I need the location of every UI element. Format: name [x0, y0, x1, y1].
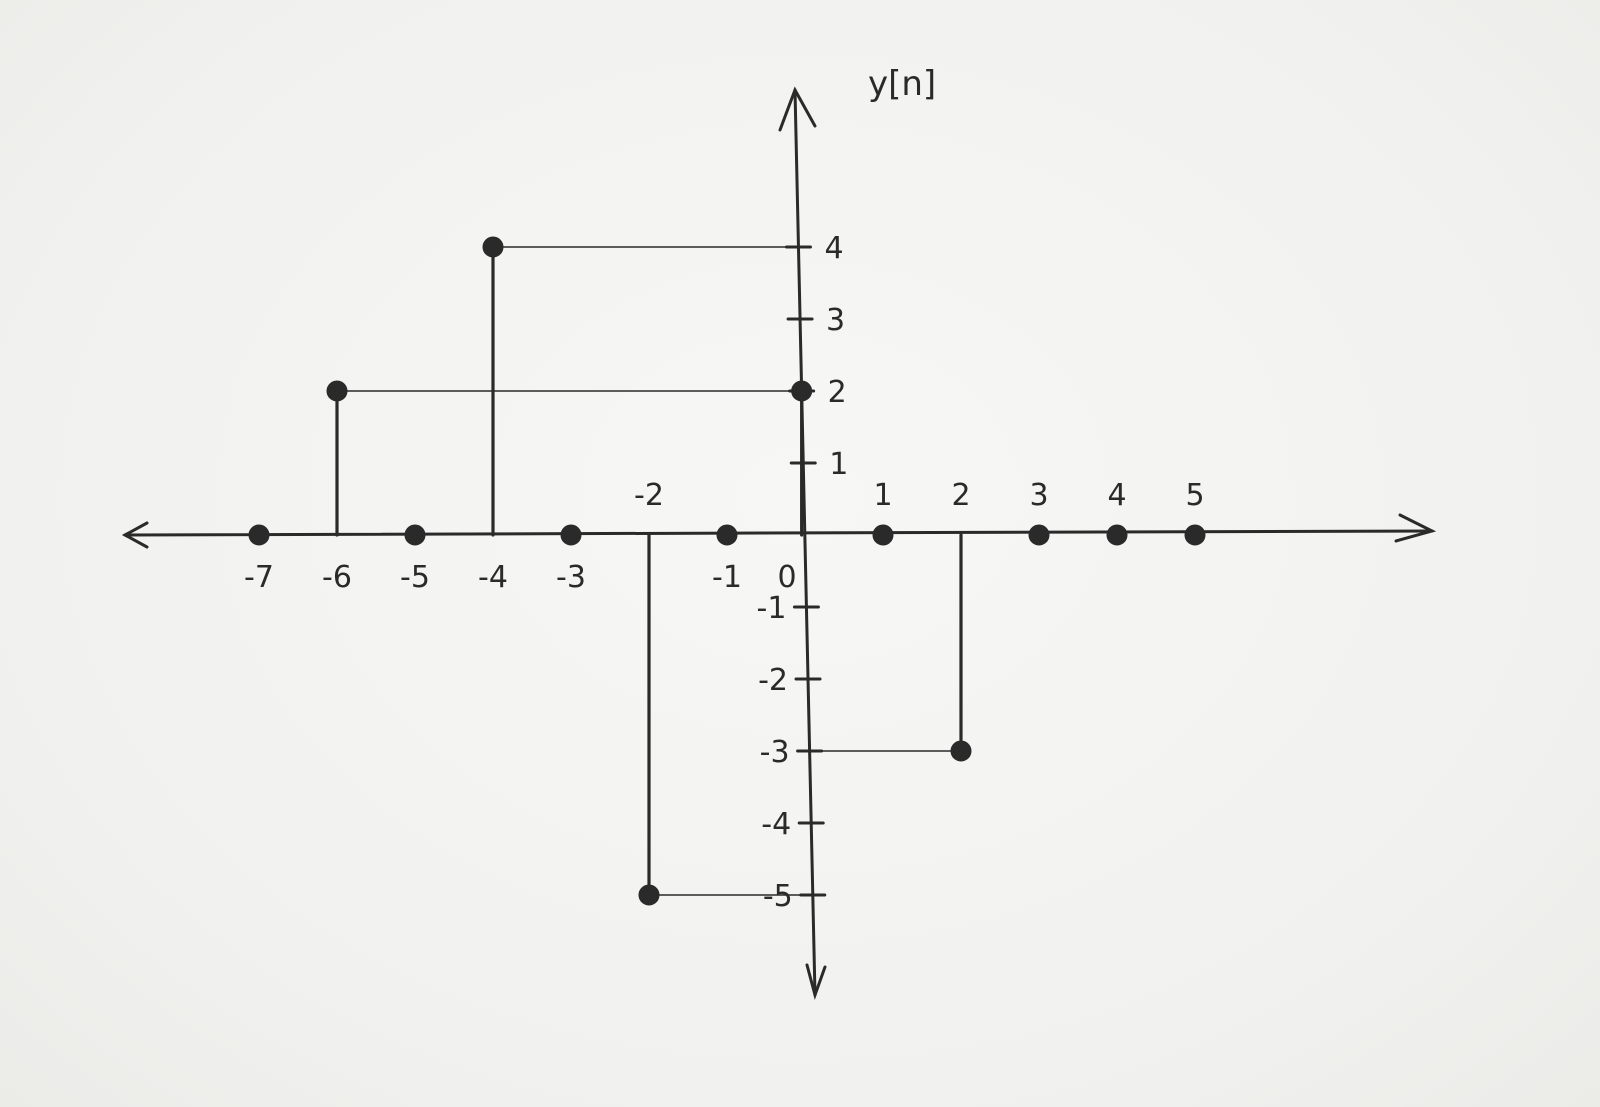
y-axis-top-arrow: [778, 86, 817, 132]
sample-point: [248, 524, 270, 546]
points: [248, 236, 1206, 906]
x-tick-label: 2: [951, 478, 970, 513]
x-tick-label: 0: [777, 560, 796, 595]
guide-lines: [336, 246, 962, 896]
sample-point: [638, 884, 660, 906]
sample-point: [950, 740, 972, 762]
y-tick-label: 4: [824, 231, 843, 266]
y-tick-label: -1: [757, 591, 787, 626]
x-axis-line: [123, 529, 1434, 537]
y-tick-label: -3: [760, 735, 790, 770]
x-tick-label: -5: [400, 560, 430, 595]
x-tick-label: -3: [556, 560, 586, 595]
x-tick-label: 1: [873, 478, 892, 513]
axes: [121, 86, 1437, 1001]
x-tick-label: 3: [1029, 478, 1048, 513]
x-tick-label: -6: [322, 560, 352, 595]
y-tick-label: -4: [761, 807, 791, 842]
y-axis-bottom-arrow: [805, 963, 827, 1001]
sample-point: [326, 380, 348, 402]
sample-point: [791, 380, 813, 402]
sample-point: [1184, 524, 1206, 546]
sample-point: [1106, 524, 1128, 546]
y-tick-label: -2: [758, 663, 788, 698]
x-tick-label: -2: [634, 478, 664, 513]
stems: [335, 245, 963, 897]
y-tick-label: 3: [826, 303, 845, 338]
x-axis-right-arrow: [1394, 513, 1437, 543]
sample-point: [1028, 524, 1050, 546]
x-tick-label: -4: [478, 560, 508, 595]
sample-point: [716, 524, 738, 546]
y-tick-label: -5: [763, 879, 793, 914]
x-tick-label: -1: [712, 560, 742, 595]
y-tick-label: 2: [828, 375, 847, 410]
sample-point: [872, 524, 894, 546]
x-axis-left-arrow: [121, 521, 149, 549]
y-tick-label: 1: [829, 447, 848, 482]
sample-point: [560, 524, 582, 546]
y-axis-line: [793, 88, 817, 997]
y-axis-title: y[n]: [868, 64, 936, 104]
sample-point: [404, 524, 426, 546]
x-tick-label: 5: [1185, 478, 1204, 513]
sample-point: [482, 236, 504, 258]
x-tick-label: -7: [244, 560, 274, 595]
x-tick-label: 4: [1107, 478, 1126, 513]
